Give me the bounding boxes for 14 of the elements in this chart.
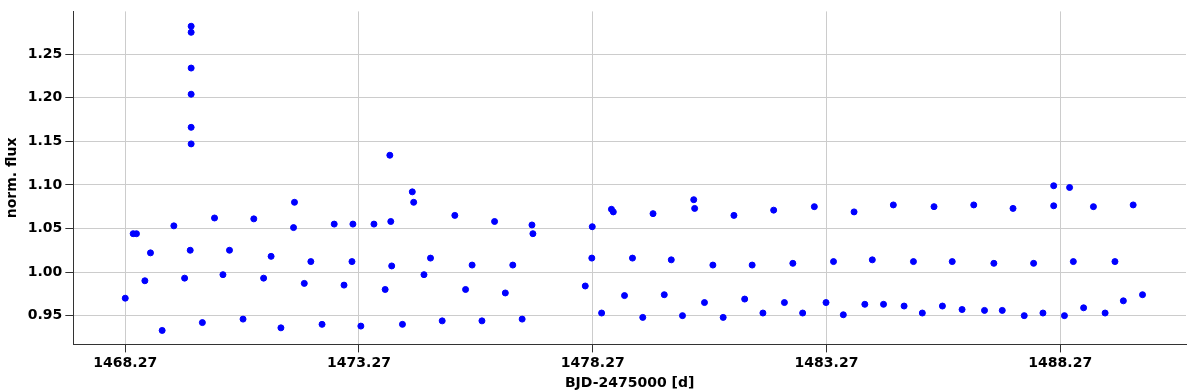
y-axis-title: norm. flux [3,137,20,219]
x-axis-title: BJD-2475000 [d] [564,374,695,391]
y-tick-label: 1.20 [27,88,63,105]
x-tick-label: 1483.27 [794,354,859,371]
x-tick-label: 1473.27 [327,354,391,371]
y-tick-label: 1.00 [27,262,63,279]
y-tick-label: 1.15 [27,131,63,148]
y-tick-label: 0.95 [27,306,63,323]
x-tick-label: 1468.27 [93,354,158,371]
x-tick-label: 1488.27 [1028,354,1093,371]
y-tick-label: 1.25 [27,44,63,61]
x-tick-label: 1478.27 [560,354,625,371]
y-tick-label: 1.10 [27,175,63,192]
y-tick-label: 1.05 [27,219,63,236]
